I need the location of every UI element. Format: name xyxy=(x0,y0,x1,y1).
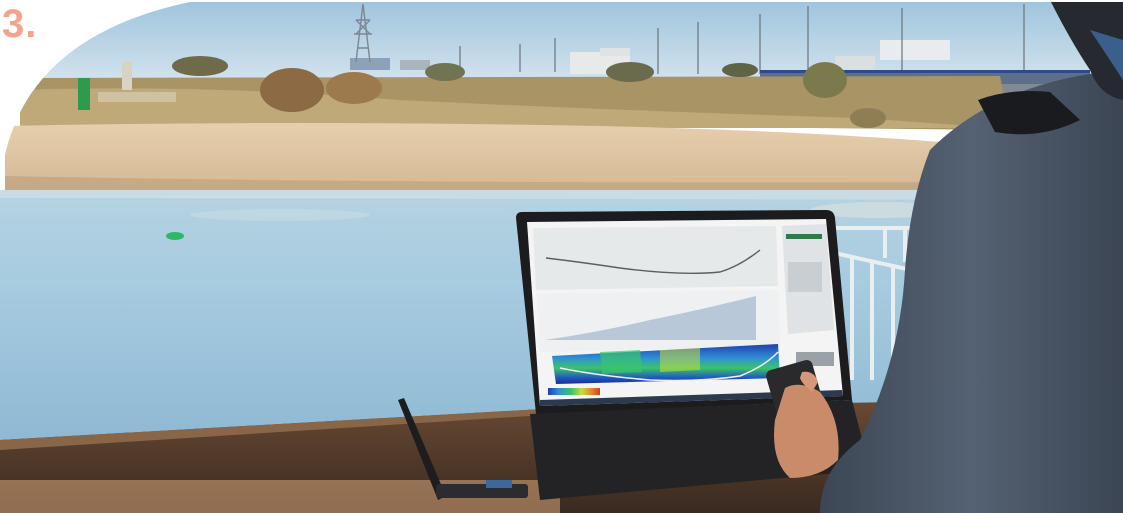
shrubs xyxy=(172,56,886,128)
green-post xyxy=(78,78,90,110)
power-pylon xyxy=(354,3,372,63)
person-foreground xyxy=(820,2,1123,513)
velocity-profile-chart xyxy=(545,296,756,340)
buoy xyxy=(166,232,184,240)
profile-line-chart xyxy=(545,249,761,275)
figure-number-label: 3. xyxy=(2,2,38,46)
screen-colorbar xyxy=(548,388,600,395)
laptop xyxy=(516,210,870,500)
antenna xyxy=(398,398,528,500)
hand-holding-phone xyxy=(766,359,839,478)
gauge-tower xyxy=(122,62,132,90)
gravel-beach xyxy=(5,123,1005,191)
